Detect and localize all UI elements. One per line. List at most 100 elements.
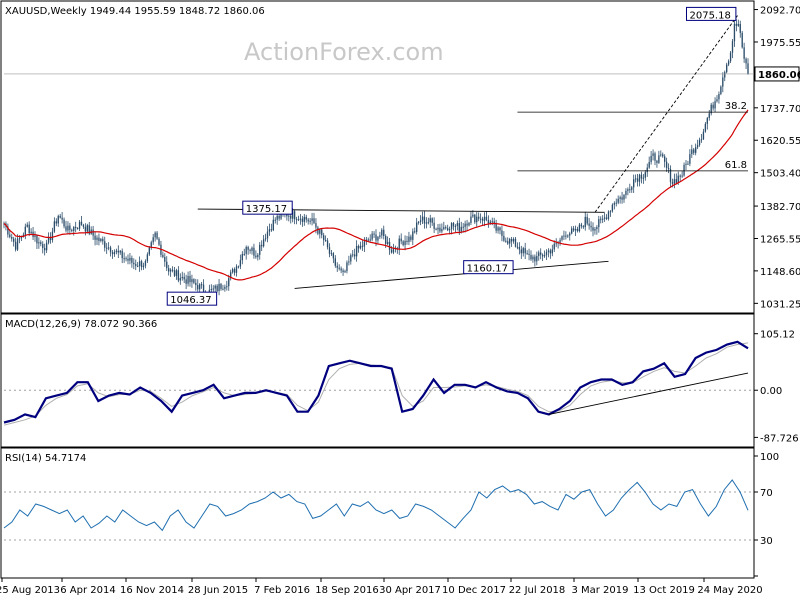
macd-line [3, 340, 749, 424]
trendline [594, 14, 739, 213]
annotation-label: 1046.37 [170, 295, 211, 306]
annotation-box [242, 200, 293, 215]
candle-body [197, 285, 199, 290]
candle-body [354, 254, 356, 257]
candle-body [230, 272, 232, 279]
candle-body [323, 235, 325, 241]
candle-body [199, 284, 201, 290]
candle-body [600, 218, 602, 220]
candle-body [235, 266, 238, 273]
candle-body [499, 227, 501, 231]
candle-body [247, 246, 249, 250]
candle-body [466, 223, 468, 226]
candle-body [78, 221, 81, 229]
annotation-box [685, 6, 737, 21]
candle-body [708, 113, 710, 118]
candle-body [613, 203, 615, 205]
candle-body [689, 154, 691, 164]
candle-body [187, 276, 189, 284]
candle-body [379, 235, 381, 237]
price-tick-label: 1265.55 [760, 234, 800, 245]
x-tick-label: 7 Feb 2016 [254, 585, 310, 596]
axis-layer: 2092.701975.551855.401737.701620.551503.… [0, 6, 800, 596]
candle-body [505, 240, 507, 242]
candle-body [571, 228, 573, 234]
candle-body [726, 64, 728, 73]
candle-body [305, 216, 307, 220]
current-price-label: 1860.06 [758, 70, 800, 81]
candle-body [489, 221, 491, 224]
candle-body [621, 197, 623, 200]
candle-body [683, 164, 685, 176]
candle-body [34, 235, 36, 238]
candle-body [218, 283, 220, 292]
candle-body [460, 226, 462, 232]
price-annotation: 2075.18 [685, 6, 737, 21]
candle-body [181, 276, 183, 279]
candle-body [138, 261, 141, 267]
candle-body [572, 228, 575, 231]
candle-body [385, 236, 387, 244]
candle-body [303, 216, 305, 222]
candle-body [179, 278, 181, 281]
candle-body [317, 227, 319, 234]
candle-body [634, 178, 637, 180]
candle-body [131, 257, 133, 263]
candle-body [226, 286, 228, 288]
candle-body [59, 215, 61, 218]
candle-body [94, 235, 96, 240]
candle-body [191, 279, 193, 283]
candle-body [342, 270, 344, 272]
candle-body [559, 239, 561, 243]
candle-body [47, 237, 50, 243]
candle-body [650, 155, 652, 162]
candle-body [410, 236, 412, 240]
candle-body [162, 254, 164, 258]
price-annotation: 1046.37 [166, 291, 218, 306]
candle-body [297, 219, 300, 221]
candle-body [416, 222, 418, 232]
candle-body [602, 218, 604, 220]
candle-body [9, 234, 11, 237]
candle-body [290, 215, 292, 219]
candle-body [596, 227, 598, 230]
candle-body [419, 220, 422, 222]
candle-body [681, 175, 683, 177]
candle-body [654, 153, 656, 161]
candle-body [164, 257, 166, 262]
candle-body [452, 223, 455, 227]
candle-body [425, 222, 428, 224]
x-tick-label: 28 Jun 2015 [188, 585, 248, 596]
x-tick-label: 24 May 2020 [697, 585, 762, 596]
candle-body [57, 215, 59, 224]
candle-body [456, 223, 459, 226]
candle-body [63, 219, 65, 227]
candle-body [212, 288, 214, 290]
candle-body [629, 189, 631, 191]
candle-body [590, 225, 592, 228]
candle-body [334, 258, 336, 266]
candle-body [22, 234, 25, 237]
candle-body [698, 139, 701, 146]
candle-body [421, 216, 424, 221]
candle-body [239, 260, 242, 267]
candle-body [84, 226, 87, 232]
candle-body [735, 23, 738, 26]
candle-body [237, 266, 240, 268]
candle-body [518, 246, 521, 250]
candle-body [485, 216, 488, 220]
candle-body [563, 235, 565, 237]
candle-body [14, 241, 17, 250]
candle-body [216, 285, 218, 292]
candle-body [144, 260, 147, 266]
candle-body [388, 241, 391, 250]
candle-body [257, 254, 259, 258]
candle-body [311, 218, 313, 221]
candle-body [569, 233, 571, 236]
candle-body [125, 258, 127, 260]
candle-body [109, 247, 112, 253]
candle-body [193, 279, 195, 283]
candle-body [406, 240, 408, 242]
candle-body [100, 238, 102, 241]
candle-body [251, 247, 253, 251]
